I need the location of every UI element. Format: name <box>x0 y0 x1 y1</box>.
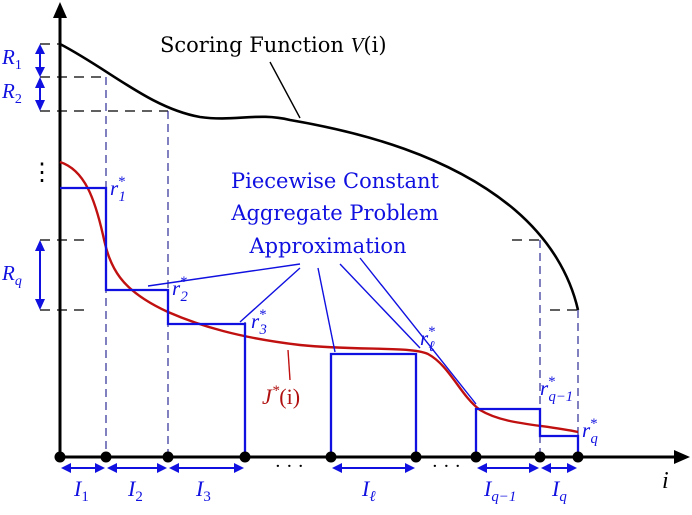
r-star-label: r* 2 <box>172 274 189 305</box>
interval-label: Iℓ <box>361 476 376 505</box>
interval-arrow-head-left <box>169 463 179 473</box>
interval-arrow-head-left <box>477 463 487 473</box>
jstar-callout-line <box>287 349 291 381</box>
callout-to-rl-left <box>317 267 336 353</box>
y-axis-arrowhead <box>53 2 67 18</box>
r1-arrow-head-top <box>35 44 45 54</box>
callout-to-r3 <box>239 267 301 323</box>
axis-ellipsis-1: · · · <box>275 456 304 477</box>
r-star-labels: r* 1 r* 2 r* 3 r* ℓ r* q−1 r* q <box>110 174 598 447</box>
scoring-callout-line <box>269 61 301 119</box>
jstar-label: J*(i) <box>262 383 300 409</box>
axis-dot <box>325 451 337 463</box>
interval-arrow-head-right <box>405 463 415 473</box>
axis-dot <box>470 451 482 463</box>
interval-arrow-head-left <box>107 463 117 473</box>
r2-arrow-head-bottom <box>35 100 45 111</box>
interval-label: Iq−1 <box>483 476 516 505</box>
interval-arrow-head-right <box>567 463 577 473</box>
axis-partition-dots <box>54 451 584 463</box>
rq-label: Rq <box>1 261 22 289</box>
interval-label: I2 <box>127 476 143 505</box>
r2-label: R2 <box>1 79 22 107</box>
r1-arrow-head-bottom <box>35 67 45 77</box>
left-range-arrows <box>35 44 45 310</box>
x-axis-label-i: i <box>662 468 669 494</box>
r-star-label: r* ℓ <box>420 324 436 355</box>
axis-dot <box>162 451 174 463</box>
step-l <box>329 352 418 457</box>
piecewise-approximation <box>60 186 580 457</box>
scoring-function-curve <box>59 42 580 311</box>
callout-to-rq-1 <box>359 257 477 405</box>
axis-dot <box>100 451 112 463</box>
callout-to-rl-right <box>339 263 421 349</box>
axis-dot <box>534 451 546 463</box>
rq-arrow-head-top <box>35 240 45 251</box>
scoring-function-label: Scoring Function V(i) <box>160 33 387 57</box>
r-star-label: r* 1 <box>110 174 126 205</box>
x-axis-arrowhead <box>674 450 690 464</box>
r1-label: R1 <box>1 45 22 73</box>
axes <box>53 2 690 464</box>
axis-dot <box>239 451 251 463</box>
interval-arrow-head-left <box>332 463 342 473</box>
interval-label: I3 <box>195 476 211 505</box>
axis-dot <box>572 451 584 463</box>
callout-to-r2 <box>147 263 301 287</box>
axis-ellipsis-2: · · · <box>432 456 461 477</box>
approx-label-line1: Piecewise Constant <box>231 169 440 193</box>
approx-label-line3: Approximation <box>248 234 406 258</box>
interval-arrows <box>61 463 577 473</box>
interval-arrow-head-right <box>234 463 244 473</box>
interval-label: I1 <box>73 476 89 505</box>
interval-arrow-head-left <box>541 463 551 473</box>
interval-label: Iq <box>551 476 567 505</box>
interval-arrow-head-right <box>95 463 105 473</box>
approx-label-line2: Aggregate Problem <box>230 201 438 225</box>
axis-dot <box>410 451 422 463</box>
axis-dot <box>54 451 66 463</box>
interval-arrow-head-right <box>157 463 167 473</box>
r-star-label: r* 3 <box>251 307 267 338</box>
interval-labels: I1 I2 I3 Iℓ Iq−1 Iq <box>73 476 567 505</box>
horizontal-dashed-guides <box>40 43 578 311</box>
r2-arrow-head-top <box>35 77 45 88</box>
rq-arrow-head-bottom <box>35 299 45 310</box>
interval-arrow-head-right <box>529 463 539 473</box>
step-1 <box>60 186 247 457</box>
interval-arrow-head-left <box>61 463 71 473</box>
vertical-ellipsis: ⋮ <box>30 158 54 186</box>
r-star-label: r* q <box>582 416 598 447</box>
approx-callout-lines <box>147 257 477 405</box>
step-q-1 <box>474 407 580 457</box>
r-star-label: r* q−1 <box>540 374 573 405</box>
